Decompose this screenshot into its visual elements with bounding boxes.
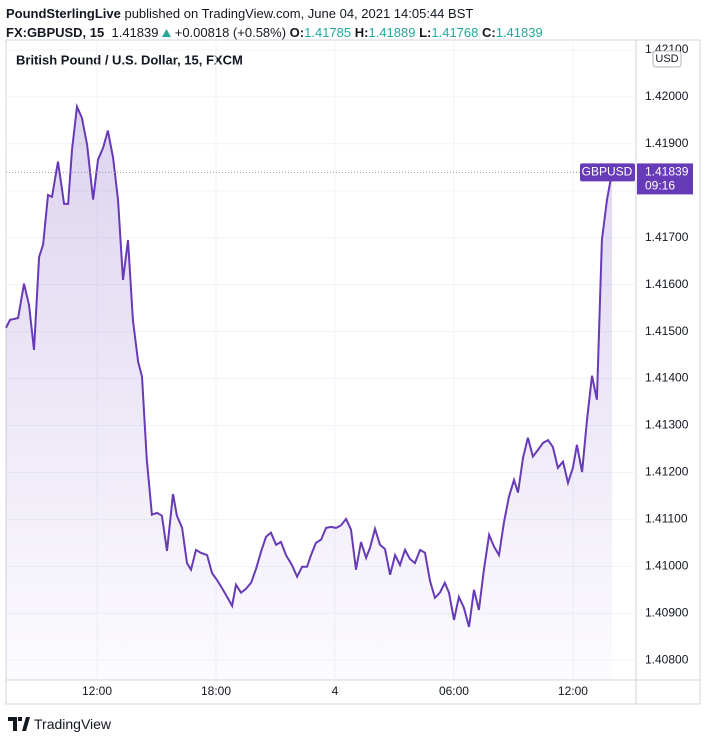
y-tick-label: 1.40800 xyxy=(645,652,689,666)
y-tick-label: 1.41300 xyxy=(645,418,689,432)
y-tick-label: 1.41200 xyxy=(645,465,689,479)
x-tick-label: 12:00 xyxy=(82,684,112,698)
x-tick-label: 06:00 xyxy=(439,684,469,698)
countdown-label: 09:16 xyxy=(645,179,675,193)
currency-label: USD xyxy=(655,53,678,65)
publish-line: PoundSterlingLive published on TradingVi… xyxy=(6,4,543,23)
y-tick-label: 1.41900 xyxy=(645,136,689,150)
chart-title: British Pound / U.S. Dollar, 15, FXCM xyxy=(16,52,243,67)
publisher: PoundSterlingLive xyxy=(6,6,121,21)
last: 1.41839 xyxy=(111,25,159,40)
chart: British Pound / U.S. Dollar, 15, FXCM 1.… xyxy=(5,39,701,705)
high-label: H: xyxy=(354,25,369,40)
ohlc-line: FX:GBPUSD, 15 1.41839 +0.00818 (+0.58%) … xyxy=(6,23,543,42)
symbol-tag xyxy=(580,163,635,182)
y-tick-label: 1.41500 xyxy=(645,324,689,338)
up-icon xyxy=(162,29,172,37)
y-tick-label: 1.42000 xyxy=(645,89,689,103)
y-tick-label: 1.41400 xyxy=(645,371,689,385)
low-label: L: xyxy=(419,25,432,40)
footer: TradingView xyxy=(8,716,111,732)
y-tick-label: 1.41700 xyxy=(645,230,689,244)
x-tick-label: 12:00 xyxy=(558,684,588,698)
currency-box xyxy=(652,50,682,68)
brand: TradingView xyxy=(34,716,112,732)
open: 1.41785 xyxy=(304,25,352,40)
close: 1.41839 xyxy=(495,25,543,40)
price-label: 1.41839 xyxy=(645,165,689,179)
x-tick-label: 4 xyxy=(332,684,339,698)
published: published on TradingView.com, June 04, 2… xyxy=(124,6,474,21)
open-label: O: xyxy=(289,25,305,40)
price-line xyxy=(5,102,613,628)
close-label: C: xyxy=(482,25,496,40)
change: +0.00818 (+0.58%) xyxy=(174,25,287,40)
high: 1.41889 xyxy=(368,25,416,40)
area xyxy=(6,106,613,680)
symbol: FX:GBPUSD, 15 xyxy=(6,25,105,40)
y-tick-label: 1.41000 xyxy=(645,559,689,573)
y-tick-label: 1.41100 xyxy=(645,512,688,526)
symbol-label: GBPUSD xyxy=(582,165,633,179)
y-tick-label: 1.40900 xyxy=(645,605,689,619)
low: 1.41768 xyxy=(431,25,479,40)
price-tag xyxy=(637,163,693,195)
x-tick-label: 18:00 xyxy=(201,684,231,698)
tv-logo xyxy=(8,717,30,731)
y-tick-label: 1.41600 xyxy=(645,277,689,291)
header: PoundSterlingLive published on TradingVi… xyxy=(6,4,543,42)
